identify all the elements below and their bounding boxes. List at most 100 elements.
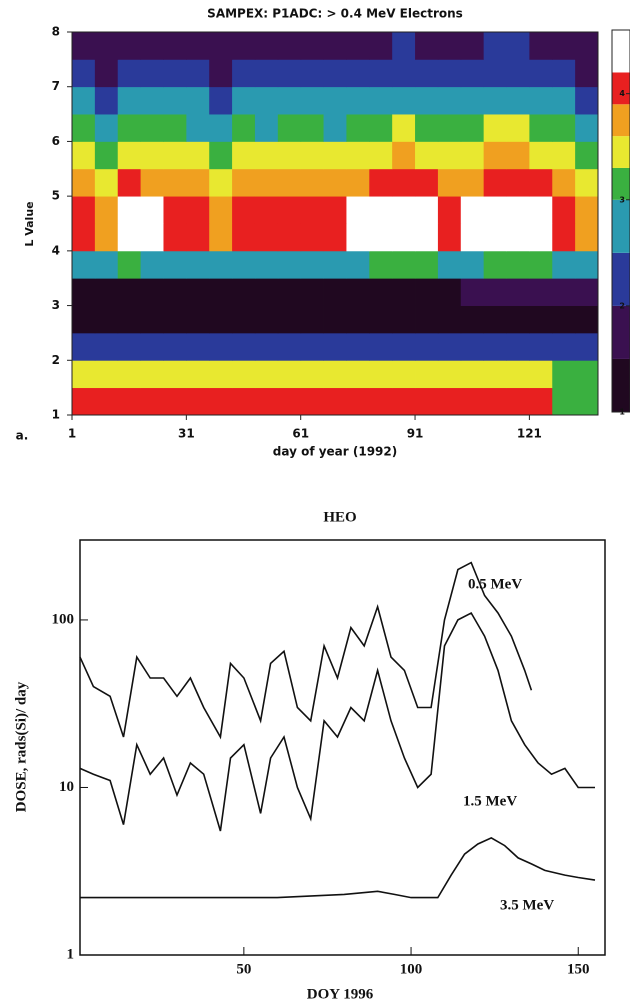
heat-cell xyxy=(346,305,370,334)
heat-cell xyxy=(163,278,187,306)
heat-cell xyxy=(277,32,302,60)
colorbar-segment xyxy=(612,72,630,105)
heat-cell xyxy=(575,168,599,197)
heat-cell xyxy=(529,332,553,361)
heat-cell xyxy=(369,59,393,88)
y-tick-label: 1 xyxy=(67,946,75,962)
heat-cell xyxy=(552,168,576,197)
heat-cell xyxy=(529,114,553,142)
heat-cell xyxy=(415,278,439,306)
heat-cell xyxy=(163,32,187,60)
y-tick-label: 100 xyxy=(52,611,75,627)
heat-cell xyxy=(460,360,485,389)
heat-cell xyxy=(163,305,187,334)
heat-cell xyxy=(415,332,439,361)
plot-frame xyxy=(79,539,606,956)
heat-cell xyxy=(506,223,530,252)
heat-cell xyxy=(140,168,164,197)
heat-cell xyxy=(369,196,393,224)
heat-cell xyxy=(369,250,393,279)
heat-cell xyxy=(72,360,96,389)
heat-cell xyxy=(460,305,485,334)
colorbar-segment xyxy=(612,167,630,200)
heat-cell xyxy=(529,387,553,416)
heat-cell xyxy=(506,114,530,142)
heat-cell xyxy=(437,250,462,279)
heat-cell xyxy=(209,360,233,389)
heat-cell xyxy=(94,114,119,142)
heat-cell xyxy=(163,223,187,252)
heat-cell xyxy=(460,223,485,252)
heat-cell xyxy=(72,59,96,88)
heat-cell xyxy=(483,32,507,60)
heat-cell xyxy=(460,250,485,279)
heat-cell xyxy=(300,387,324,416)
plot-frame xyxy=(71,31,599,416)
heat-cell xyxy=(186,278,210,306)
heat-cell xyxy=(369,168,393,197)
heat-cell xyxy=(94,141,119,170)
heat-cell xyxy=(323,332,347,361)
heat-cell xyxy=(232,223,256,252)
heat-cell xyxy=(437,86,462,115)
heat-cell xyxy=(209,86,233,115)
heat-cell xyxy=(575,196,599,224)
heat-cell xyxy=(232,86,256,115)
heat-cell xyxy=(277,114,302,142)
heat-cell xyxy=(323,360,347,389)
heat-cell xyxy=(506,250,530,279)
heat-cell xyxy=(392,196,416,224)
heat-cell xyxy=(254,114,279,142)
heat-cell xyxy=(460,278,485,306)
heat-cell xyxy=(94,32,119,60)
heat-cell xyxy=(186,360,210,389)
heat-cell xyxy=(232,360,256,389)
heat-cell xyxy=(72,250,96,279)
heat-cell xyxy=(483,250,507,279)
heat-cell xyxy=(552,32,576,60)
heat-cell xyxy=(163,59,187,88)
heat-cell xyxy=(575,114,599,142)
heat-cell xyxy=(323,114,347,142)
heat-cell xyxy=(392,86,416,115)
heat-cell xyxy=(232,168,256,197)
heat-cell xyxy=(117,32,142,60)
series-line xyxy=(79,561,533,740)
heat-cell xyxy=(529,32,553,60)
heat-cell xyxy=(483,114,507,142)
heat-cell xyxy=(415,305,439,334)
heat-cell xyxy=(506,168,530,197)
heat-cell xyxy=(369,305,393,334)
heat-cell xyxy=(552,59,576,88)
heat-cell xyxy=(72,141,96,170)
heat-cell xyxy=(186,250,210,279)
heat-cell xyxy=(254,32,279,60)
heat-cell xyxy=(415,223,439,252)
heat-cell xyxy=(529,196,553,224)
heat-cell xyxy=(72,278,96,306)
heat-cell xyxy=(392,168,416,197)
heat-cell xyxy=(392,332,416,361)
heat-cell xyxy=(506,387,530,416)
heat-cell xyxy=(415,196,439,224)
heat-cell xyxy=(277,86,302,115)
y-tick-label: 4 xyxy=(52,243,60,257)
x-tick-label: 1 xyxy=(68,427,76,441)
heat-cell xyxy=(483,86,507,115)
heat-cell xyxy=(163,332,187,361)
heat-cell xyxy=(209,141,233,170)
heat-cell xyxy=(346,196,370,224)
heat-cell xyxy=(72,196,96,224)
heat-cell xyxy=(552,141,576,170)
heat-cell xyxy=(437,168,462,197)
heat-cell xyxy=(437,223,462,252)
heat-cell xyxy=(323,223,347,252)
heat-cell xyxy=(277,250,302,279)
heat-cell xyxy=(140,114,164,142)
series-line xyxy=(79,611,595,832)
heat-cell xyxy=(323,278,347,306)
heat-cell xyxy=(140,86,164,115)
heat-cell xyxy=(254,278,279,306)
heat-cell xyxy=(483,332,507,361)
colorbar-segment xyxy=(612,136,630,168)
